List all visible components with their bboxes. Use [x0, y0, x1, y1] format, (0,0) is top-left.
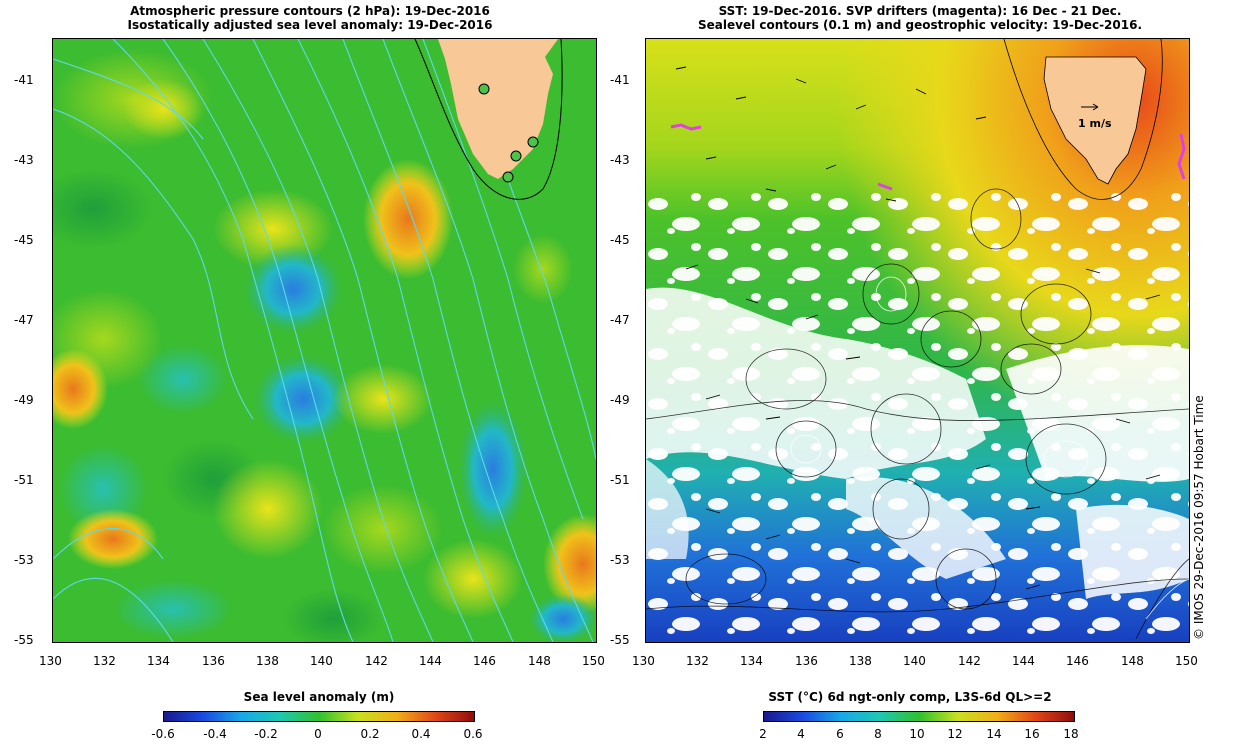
sea-level-anomaly-plot [53, 39, 596, 642]
station-markers [478, 83, 539, 183]
colorbar-tick-label: 0.6 [463, 727, 483, 741]
x-tick-label: 134 [740, 654, 763, 668]
y-tick-label: -49 [610, 393, 630, 407]
colorbar-tick-label: -0.6 [151, 727, 175, 741]
y-tick-label: -51 [14, 473, 34, 487]
right-panel-title: SST: 19-Dec-2016. SVP drifters (magenta)… [640, 4, 1200, 32]
x-tick-label: 140 [310, 654, 333, 668]
colorbar-tick-label: 12 [947, 727, 963, 741]
y-tick-label: -41 [610, 73, 630, 87]
x-tick-label: 136 [795, 654, 818, 668]
land-tasmania [1003, 39, 1163, 200]
y-tick-label: -47 [610, 313, 630, 327]
x-tick-label: 148 [1121, 654, 1144, 668]
station-marker [502, 171, 514, 183]
y-tick-label: -43 [610, 153, 630, 167]
sea-level-colorbar [163, 711, 475, 722]
left-panel-title: Atmospheric pressure contours (2 hPa): 1… [100, 4, 520, 32]
sst-colorbar-title: SST (°C) 6d ngt-only comp, L3S-6d QL>=2 [768, 690, 1052, 704]
x-tick-label: 138 [256, 654, 279, 668]
imos-credit: © IMOS 29-Dec-2016 09:57 Hobart Time [1192, 395, 1206, 640]
x-tick-label: 150 [1175, 654, 1198, 668]
left-title-line1: Atmospheric pressure contours (2 hPa): 1… [130, 4, 490, 18]
colorbar-tick-label: 6 [836, 727, 844, 741]
x-tick-label: 140 [903, 654, 926, 668]
colorbar-tick-label: 14 [986, 727, 1002, 741]
y-tick-label: -45 [14, 233, 34, 247]
sst-plot [646, 39, 1189, 642]
y-tick-label: -53 [610, 553, 630, 567]
x-tick-label: 142 [365, 654, 388, 668]
x-tick-label: 142 [958, 654, 981, 668]
colorbar-tick-label: 0.2 [360, 727, 380, 741]
x-tick-label: 138 [849, 654, 872, 668]
x-tick-label: 144 [419, 654, 442, 668]
x-tick-label: 150 [582, 654, 605, 668]
x-tick-label: 148 [528, 654, 551, 668]
x-tick-label: 134 [147, 654, 170, 668]
station-marker [478, 83, 490, 95]
colorbar-tick-label: 4 [797, 727, 805, 741]
x-tick-label: 130 [632, 654, 655, 668]
y-tick-label: -43 [14, 153, 34, 167]
y-tick-label: -53 [14, 553, 34, 567]
velocity-scale-label: 1 m/s [1078, 117, 1112, 130]
station-marker [510, 150, 522, 162]
y-tick-label: -41 [14, 73, 34, 87]
colorbar-tick-label: 8 [874, 727, 882, 741]
sea-level-anomaly-map [52, 38, 597, 643]
colorbar-tick-label: 0.4 [411, 727, 431, 741]
velocity-vectors [675, 66, 1161, 590]
sst-map: 1 m/s [645, 38, 1190, 643]
x-tick-label: 146 [1066, 654, 1089, 668]
sealevel-contours [646, 188, 1189, 640]
x-tick-label: 136 [202, 654, 225, 668]
y-tick-label: -55 [14, 633, 34, 647]
velocity-scale-arrow [1081, 103, 1099, 111]
colorbar-tick-label: 16 [1024, 727, 1040, 741]
x-tick-label: 132 [93, 654, 116, 668]
colorbar-tick-label: -0.2 [254, 727, 278, 741]
x-tick-label: 146 [473, 654, 496, 668]
colorbar-tick-label: -0.4 [203, 727, 227, 741]
sea-level-colorbar-title: Sea level anomaly (m) [243, 690, 395, 704]
x-tick-label: 132 [686, 654, 709, 668]
station-marker [527, 136, 539, 148]
svp-drifter-tracks [670, 123, 1186, 191]
colorbar-tick-label: 0 [314, 727, 322, 741]
right-title-line2: Sealevel contours (0.1 m) and geostrophi… [698, 18, 1142, 32]
y-tick-label: -47 [14, 313, 34, 327]
sst-colorbar [763, 711, 1075, 722]
colorbar-tick-label: 10 [909, 727, 925, 741]
y-tick-label: -51 [610, 473, 630, 487]
y-tick-label: -55 [610, 633, 630, 647]
x-tick-label: 144 [1012, 654, 1035, 668]
colorbar-tick-label: 2 [759, 727, 767, 741]
left-title-line2: Isostatically adjusted sea level anomaly… [127, 18, 493, 32]
x-tick-label: 130 [39, 654, 62, 668]
y-tick-label: -45 [610, 233, 630, 247]
y-tick-label: -49 [14, 393, 34, 407]
right-title-line1: SST: 19-Dec-2016. SVP drifters (magenta)… [718, 4, 1122, 18]
colorbar-tick-label: 18 [1063, 727, 1079, 741]
